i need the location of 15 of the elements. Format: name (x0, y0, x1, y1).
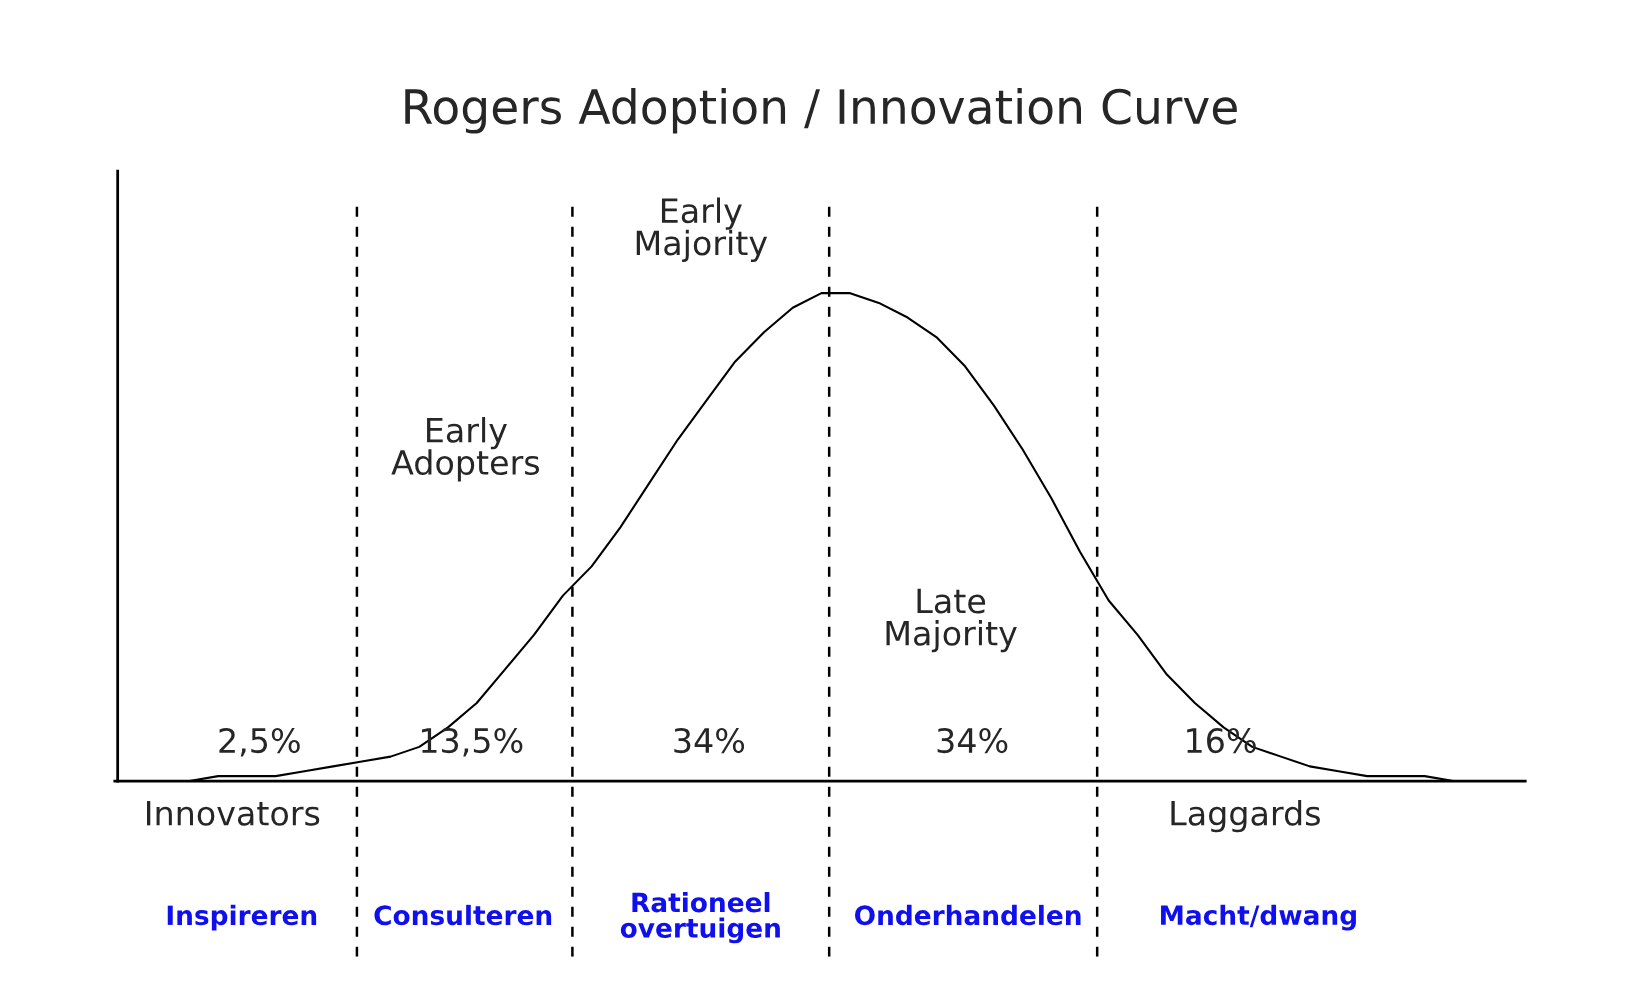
annotation: 13,5% (421, 727, 523, 757)
text: Rationeel overtuigen (620, 891, 780, 944)
text: Consulteren (374, 904, 552, 926)
annotation: Late Majority (886, 588, 1017, 653)
text: Inspireren (167, 904, 317, 931)
text: Laggards (1171, 800, 1320, 833)
chart-title: Rogers Adoption / Innovation Curve (405, 87, 1237, 134)
annotation: 2,5% (219, 727, 300, 757)
annotation: 34% (674, 727, 745, 754)
annotation: Early Adopters (391, 417, 540, 482)
annotation: 34% (937, 727, 1008, 754)
text: Onderhandelen (854, 904, 1081, 926)
text: Innovators (147, 801, 320, 826)
text: Macht/dwang (1161, 904, 1356, 931)
text: Early Majority (636, 197, 768, 262)
